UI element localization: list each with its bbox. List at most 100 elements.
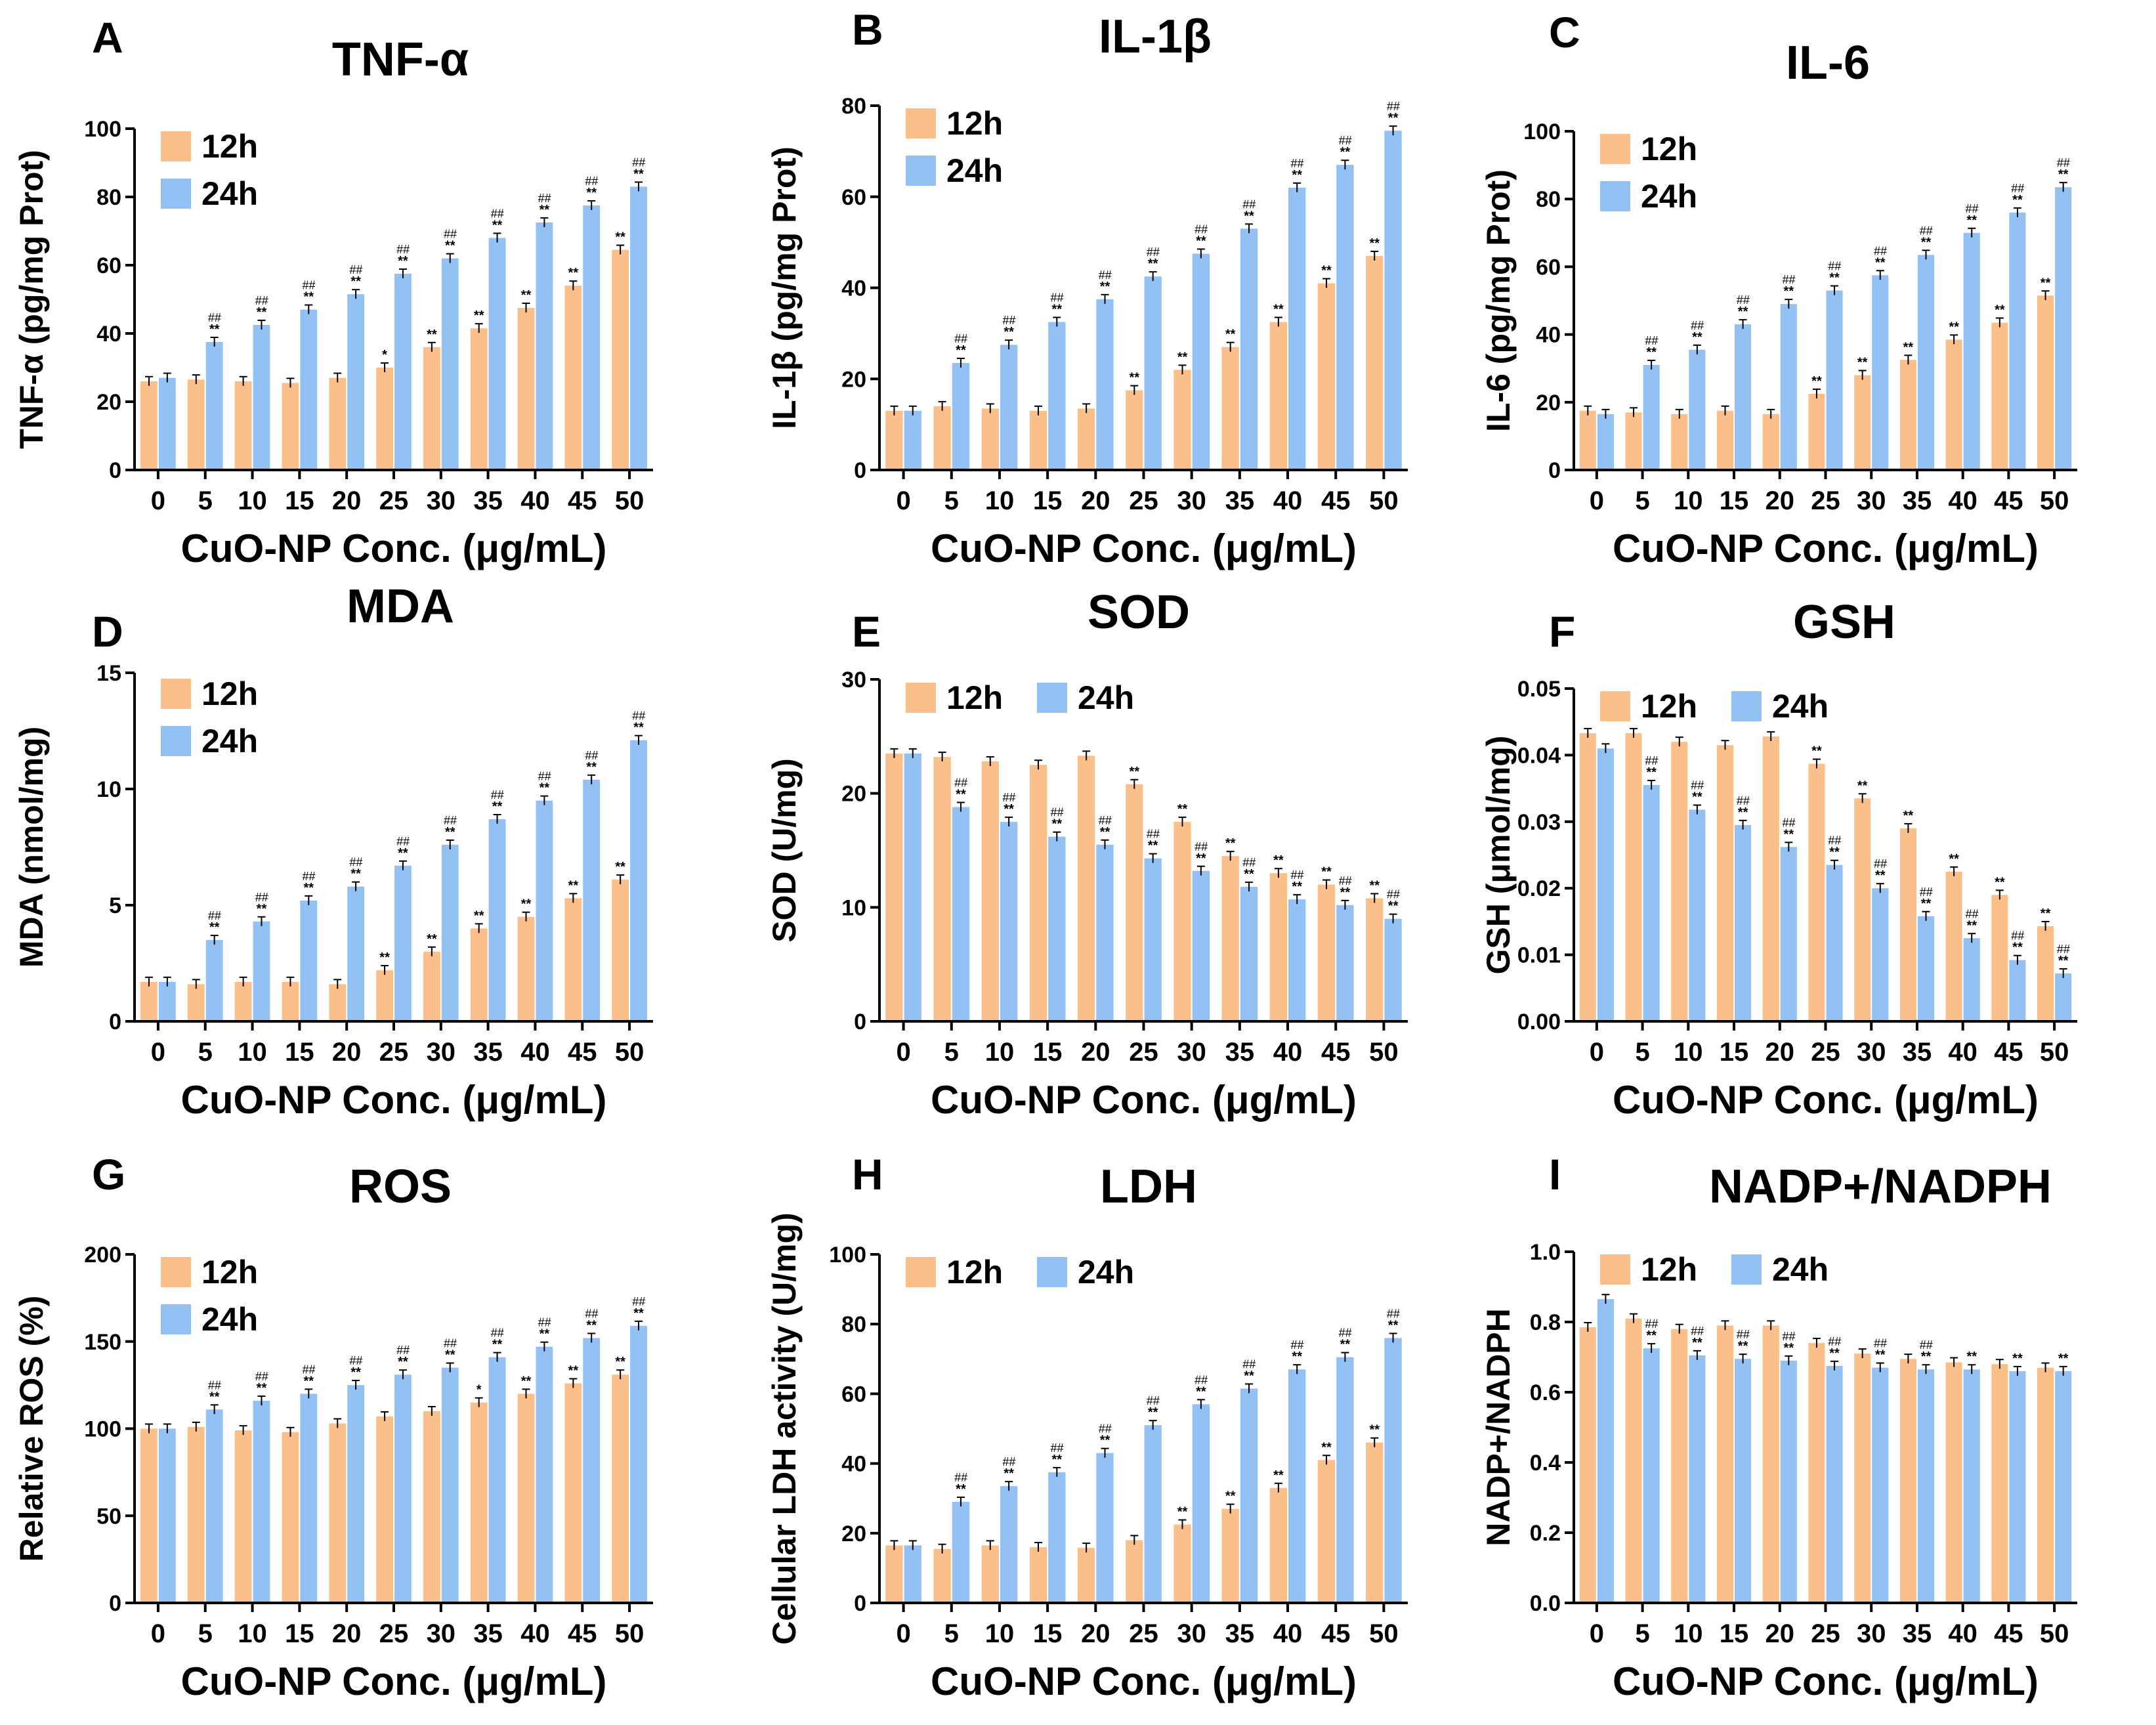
legend-label: 24h [201,1301,258,1338]
significance-mark: ** [1225,328,1236,342]
x-tick-label: 45 [1994,486,2023,515]
x-tick-label: 20 [1765,1619,1795,1648]
significance-mark: ** [1966,213,1977,228]
chart-title: GSH [1793,596,1895,649]
bar-24h-5 [205,940,223,1021]
bar-12h-0 [885,410,903,470]
x-tick-label: 30 [427,1619,456,1648]
bar-24h-20 [1780,847,1797,1021]
significance-mark: ** [2058,954,2069,968]
significance-mark: ** [2058,167,2069,182]
bar-24h-30 [441,844,459,1021]
bar-12h-45 [1317,884,1336,1021]
bar-24h-0 [158,981,176,1021]
significance-mark: ## [1338,134,1352,147]
significance-mark: ## [1098,814,1112,827]
significance-mark: ** [1857,778,1868,793]
significance-mark: ** [1321,1440,1332,1455]
significance-mark: ## [1290,868,1304,882]
bar-24h-15 [1048,1472,1066,1603]
significance-mark: * [382,348,387,362]
bar-12h-45 [1991,322,2008,470]
significance-mark: ## [1147,1394,1160,1407]
bar-24h-15 [1735,324,1752,470]
bar-12h-10 [234,1430,252,1603]
x-tick-label: 35 [1225,486,1255,515]
bar-12h-0 [885,1545,903,1603]
significance-mark: ** [586,760,597,775]
bar-24h-30 [1872,1367,1889,1603]
bar-12h-25 [1126,784,1143,1021]
x-tick-label: 20 [1081,1619,1110,1648]
y-tick-label: 200 [84,1243,121,1267]
significance-mark: ** [350,274,361,289]
bar-12h-35 [1221,1508,1239,1603]
x-tick-label: 45 [1994,1619,2023,1648]
bar-24h-5 [1643,785,1660,1021]
bar-12h-30 [423,347,440,470]
bar-24h-40 [1288,1369,1306,1603]
x-tick-label: 30 [427,486,456,515]
significance-mark: ** [445,239,455,253]
y-tick-label: 20 [841,782,866,807]
bar-12h-25 [376,1416,393,1603]
bar-24h-40 [1288,187,1306,470]
significance-mark: ## [1002,791,1016,804]
bar-12h-15 [1716,745,1734,1021]
significance-mark: ** [521,897,532,912]
x-tick-label: 50 [615,1038,645,1067]
chart-title: SOD [1088,586,1190,639]
y-tick-label: 40 [841,276,866,301]
bar-12h-5 [933,1548,951,1603]
chart-title: NADP+/NADPH [1709,1161,2052,1213]
significance-mark: ** [304,881,314,895]
bar-24h-5 [205,342,223,470]
significance-mark: ** [1340,145,1351,160]
x-tick-label: 25 [1129,1619,1158,1648]
y-axis-label: SOD (U/mg) [766,758,803,943]
x-tick-label: 10 [238,1038,267,1067]
significance-mark: ## [2011,182,2025,195]
x-tick-label: 20 [1765,486,1795,515]
bar-24h-30 [441,258,459,470]
bar-12h-30 [1854,798,1871,1021]
y-tick-label: 0 [109,1591,121,1616]
panel-e: E SOD SOD (U/mg) CuO-NP Conc. (μg/mL) ** ** **… [766,586,1408,1122]
bar-24h-15 [1048,836,1066,1021]
x-tick-label: 15 [1720,1619,1749,1648]
bar-24h-50 [630,740,647,1021]
y-tick-label: 0.0 [1530,1591,1561,1616]
significance-mark: ** [521,1374,532,1388]
significance-mark: ** [633,1306,644,1321]
significance-mark: ** [1196,234,1206,248]
bar-24h-30 [1192,253,1210,470]
bar-12h-45 [1317,1460,1336,1603]
bar-12h-40 [1945,339,1962,470]
x-axis-label: CuO-NP Conc. (μg/mL) [1613,1078,2039,1122]
significance-mark: ## [255,891,268,904]
legend-label: 24h [201,723,258,759]
x-tick-label: 20 [332,1038,362,1067]
bar-24h-25 [394,274,412,470]
bar-12h-50 [1366,898,1384,1021]
x-tick-label: 40 [520,1038,550,1067]
bar-24h-0 [158,377,176,470]
significance-mark: ** [1100,1434,1110,1448]
y-tick-label: 20 [1536,391,1561,415]
significance-mark: ## [1828,260,1842,273]
x-tick-label: 15 [285,1038,314,1067]
bar-24h-0 [1597,414,1614,470]
x-tick-label: 10 [1674,1038,1703,1067]
x-tick-label: 20 [332,486,362,515]
bar-24h-50 [630,1325,647,1603]
y-tick-label: 60 [841,185,866,210]
y-tick-label: 0 [854,458,866,483]
x-tick-label: 25 [1129,1038,1158,1067]
significance-mark: ## [1645,754,1659,767]
x-tick-label: 40 [1273,1619,1303,1648]
significance-mark: ** [1004,802,1014,817]
bar-24h-0 [904,1545,921,1603]
x-tick-label: 20 [1765,1038,1795,1067]
x-tick-label: 30 [427,1038,456,1067]
bar-12h-40 [517,916,535,1021]
